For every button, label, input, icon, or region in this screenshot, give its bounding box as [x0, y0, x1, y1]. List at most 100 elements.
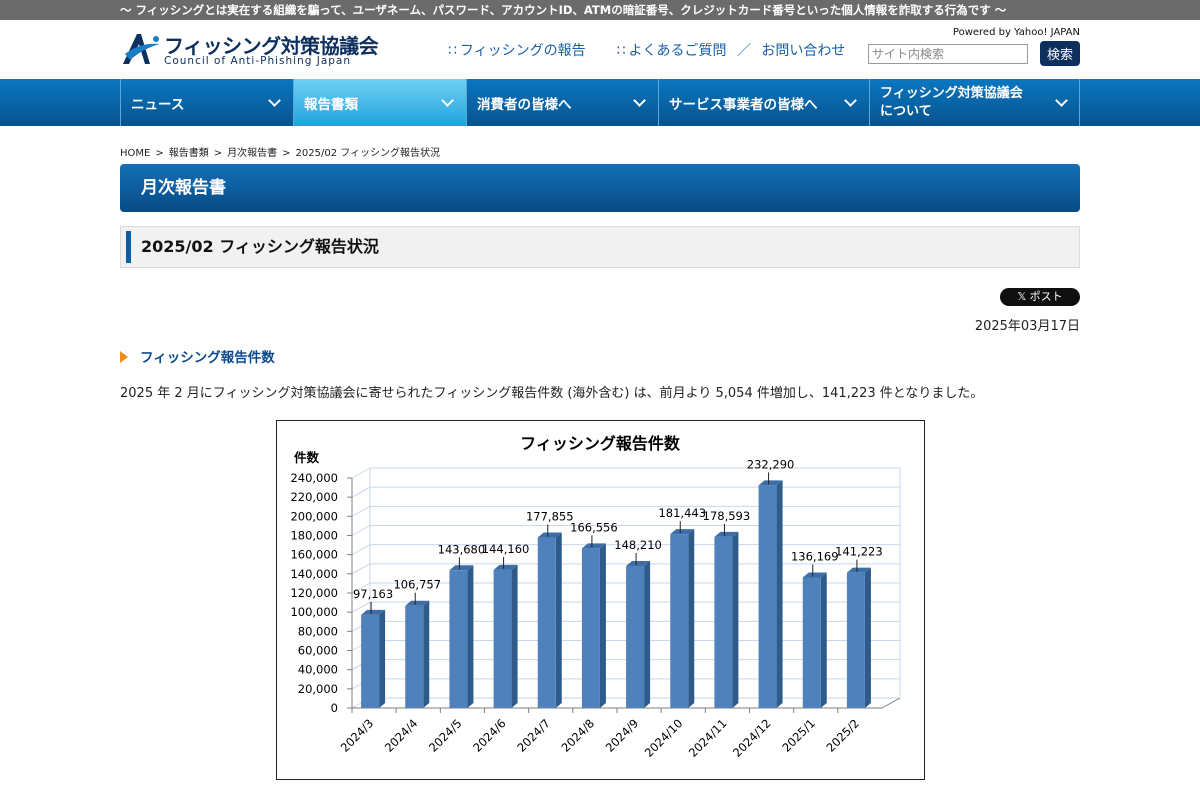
- nav-item-about[interactable]: フィッシング対策協議会 について: [869, 79, 1080, 126]
- bar-side: [864, 567, 871, 708]
- bar: [714, 536, 733, 708]
- breadcrumb-sep: >: [282, 148, 291, 159]
- nav-item-providers[interactable]: サービス事業者の皆様へ: [658, 79, 869, 126]
- data-label: 141,223: [835, 545, 883, 559]
- y-tick-label: 240,000: [290, 471, 338, 485]
- data-label: 144,160: [482, 542, 530, 556]
- breadcrumb-home[interactable]: HOME: [120, 148, 151, 159]
- bar-side: [820, 572, 827, 708]
- grid-depth-line: [351, 486, 371, 498]
- y-tick-label: 160,000: [290, 548, 338, 562]
- x-tick-label: 2024/4: [382, 716, 421, 755]
- dots-icon: ∷: [448, 43, 457, 59]
- bar-side: [467, 565, 474, 708]
- chevron-down-icon: [844, 94, 857, 107]
- grid-depth-line: [351, 505, 371, 517]
- breadcrumb-current: 2025/02 フィッシング報告状況: [295, 148, 441, 159]
- floor-edge: [881, 697, 901, 709]
- x-tick-label: 2024/10: [642, 716, 686, 760]
- breadcrumb-reports[interactable]: 報告書類: [168, 148, 209, 159]
- faq-link-label: よくあるご質問: [628, 43, 727, 59]
- chevron-down-icon: [441, 94, 454, 107]
- bar-side: [732, 531, 739, 708]
- data-label: 136,169: [791, 550, 839, 564]
- report-link[interactable]: ∷ フィッシングの報告: [448, 43, 586, 59]
- site-header: フィッシング対策協議会 Council of Anti-Phishing Jap…: [0, 20, 1200, 79]
- bar-side: [776, 480, 783, 708]
- breadcrumb-monthly[interactable]: 月次報告書: [227, 148, 278, 159]
- faq-link[interactable]: ∷ よくあるご質問: [617, 43, 727, 59]
- main-nav: ニュース 報告書類 消費者の皆様へ サービス事業者の皆様へ フィッシング対策協議…: [0, 79, 1200, 126]
- y-tick-label: 140,000: [290, 567, 338, 581]
- bar: [670, 534, 689, 708]
- x-tick-label: 2025/2: [824, 716, 863, 755]
- top-banner: 〜 フィッシングとは実在する組織を騙って、ユーザネーム、パスワード、アカウントI…: [0, 0, 1200, 20]
- breadcrumb-sep: >: [155, 148, 164, 159]
- header-links: ∷ フィッシングの報告 ∷ よくあるご質問 ／ お問い合わせ: [448, 40, 845, 60]
- contact-link[interactable]: お問い合わせ: [761, 43, 846, 59]
- y-axis-label: 件数: [294, 450, 320, 465]
- bar-side: [511, 564, 518, 708]
- nav-item-label: 消費者の皆様へ: [477, 96, 572, 113]
- grid-depth-line: [351, 601, 371, 613]
- x-tick-label: 2025/1: [779, 716, 818, 755]
- y-tick-label: 180,000: [290, 529, 338, 543]
- publish-date: 2025年03月17日: [974, 319, 1080, 334]
- nav-divider: [1079, 79, 1080, 126]
- chevron-down-icon: [1055, 94, 1068, 107]
- triangle-bullet-icon: [120, 351, 128, 363]
- nav-item-label: サービス事業者の皆様へ: [669, 96, 818, 113]
- nav-item-label: 報告書類: [304, 96, 358, 113]
- phishing-report-chart: フィッシング報告件数 件数 0 20,000 40,000 60,000 80,000 100…: [276, 420, 925, 780]
- dots-icon: ∷: [616, 43, 626, 59]
- bar: [846, 572, 865, 708]
- y-tick-label: 120,000: [290, 586, 338, 600]
- x-tick-label: 2024/12: [730, 716, 774, 760]
- nav-item-label-line2: について: [880, 103, 932, 119]
- breadcrumb-sep: >: [213, 148, 223, 159]
- grid-depth-line: [351, 467, 371, 479]
- data-label: 178,593: [703, 509, 751, 523]
- nav-item-news[interactable]: ニュース: [120, 79, 293, 126]
- x-tick-label: 2024/3: [338, 716, 377, 755]
- bar: [361, 614, 380, 708]
- bar: [581, 548, 600, 708]
- subheading-text: フィッシング報告件数: [140, 350, 275, 366]
- grid-depth-line: [351, 544, 371, 556]
- x-tick-label: 2024/9: [603, 716, 642, 755]
- bar-top: [846, 567, 871, 573]
- data-label: 106,757: [393, 578, 441, 592]
- nav-item-reports[interactable]: 報告書類: [293, 79, 466, 126]
- y-tick-label: 40,000: [298, 663, 338, 677]
- bar: [626, 565, 645, 708]
- data-label: 143,680: [438, 542, 486, 556]
- bar-side: [599, 543, 606, 708]
- x-tick-label: 2024/5: [426, 716, 465, 755]
- data-label: 97,163: [353, 587, 393, 601]
- bar: [802, 577, 821, 708]
- chart-title: フィッシング報告件数: [520, 434, 681, 453]
- section-heading: 月次報告書: [120, 164, 1080, 212]
- powered-by: Powered by Yahoo! JAPAN: [952, 27, 1080, 38]
- site-search-input[interactable]: [868, 44, 1028, 64]
- site-logo[interactable]: フィッシング対策協議会 Council of Anti-Phishing Jap…: [120, 30, 379, 70]
- bar-top: [802, 572, 827, 578]
- page-title: 2025/02 フィッシング報告状況: [120, 226, 1080, 268]
- bar-side: [379, 609, 386, 708]
- chevron-down-icon: [633, 94, 646, 107]
- nav-item-label-line1: フィッシング対策協議会: [880, 85, 1023, 101]
- bar-side: [644, 560, 651, 708]
- logo-name-en: Council of Anti-Phishing Japan: [164, 55, 352, 67]
- breadcrumb: HOME > 報告書類 > 月次報告書 >2025/02 フィッシング報告状況: [120, 144, 440, 159]
- y-tick-label: 0: [331, 701, 338, 715]
- data-label: 177,855: [526, 510, 574, 524]
- nav-item-label: ニュース: [131, 96, 185, 113]
- y-tick-label: 220,000: [290, 490, 338, 504]
- x-tick-label: 2024/6: [470, 716, 509, 755]
- nav-item-consumers[interactable]: 消費者の皆様へ: [466, 79, 658, 126]
- search-button[interactable]: 検索: [1040, 41, 1080, 66]
- x-tick-label: 2024/11: [686, 716, 730, 760]
- x-post-button[interactable]: 𝕏 ポスト: [1000, 288, 1080, 306]
- page-title-text: 2025/02 フィッシング報告状況: [141, 237, 379, 256]
- bar-top: [537, 532, 562, 538]
